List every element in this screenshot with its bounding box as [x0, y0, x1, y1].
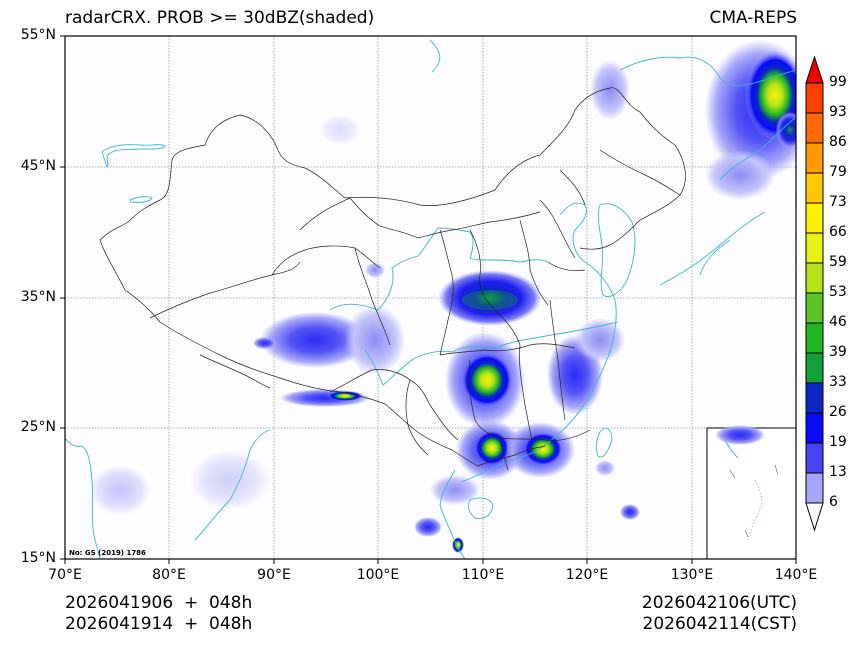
lat-label-55: 55°N: [20, 27, 56, 43]
colorbar-label-26: 26: [829, 404, 847, 420]
valid-time-block: 2026042106(UTC) 2026042114(CST): [642, 593, 797, 635]
lat-label-35: 35°N: [20, 289, 56, 305]
model-name: CMA-REPS: [709, 8, 797, 28]
lon-label-140: 140°E: [774, 567, 818, 583]
colorbar-label-39: 39: [829, 344, 847, 360]
coastlines-rivers: [65, 39, 796, 559]
colorbar-over-arrow: [805, 55, 824, 84]
lon-label-80: 80°E: [152, 567, 186, 583]
map-approval-number: No: GS (2019) 1786: [69, 549, 146, 557]
plot-title: radarCRX. PROB >= 30dBZ(shaded): [65, 8, 375, 28]
colorbar-label-99: 99: [829, 74, 847, 90]
lat-label-45: 45°N: [20, 158, 56, 174]
colorbar-label-19: 19: [829, 434, 847, 450]
init-time-cst: 2026041914 + 048h: [65, 614, 253, 634]
lon-label-70: 70°E: [48, 567, 82, 583]
lon-label-110: 110°E: [461, 567, 505, 583]
admin-borders: [99, 87, 686, 471]
init-time-utc: 2026041906 + 048h: [65, 593, 253, 613]
axis-ticks: [60, 35, 797, 564]
colorbar-label-93: 93: [829, 104, 847, 120]
map-area: [65, 36, 796, 559]
colorbar-label-53: 53: [829, 284, 847, 300]
valid-time-utc: 2026042106(UTC): [641, 593, 797, 613]
colorbar-label-33: 33: [829, 374, 847, 390]
colorbar-label-79: 79: [829, 164, 847, 180]
colorbar-label-73: 73: [829, 194, 847, 210]
colorbar-label-86: 86: [829, 134, 847, 150]
colorbar: [805, 55, 824, 532]
lon-label-120: 120°E: [565, 567, 609, 583]
colorbar-label-13: 13: [829, 464, 847, 480]
probability-shading: [90, 40, 796, 553]
valid-time-cst: 2026042114(CST): [642, 614, 797, 634]
inset-content: [715, 425, 779, 541]
lon-label-90: 90°E: [257, 567, 291, 583]
lon-label-100: 100°E: [356, 567, 400, 583]
south-china-sea-inset: [706, 427, 796, 559]
lon-label-130: 130°E: [670, 567, 714, 583]
lat-label-25: 25°N: [20, 419, 56, 435]
colorbar-label-46: 46: [829, 314, 847, 330]
colorbar-label-66: 66: [829, 224, 847, 240]
init-time-block: 2026041906 + 048h 2026041914 + 048h: [65, 593, 252, 635]
colorbar-label-6: 6: [829, 494, 838, 510]
lat-label-15: 15°N: [20, 550, 56, 566]
colorbar-under-arrow: [805, 502, 824, 532]
colorbar-label-59: 59: [829, 254, 847, 270]
